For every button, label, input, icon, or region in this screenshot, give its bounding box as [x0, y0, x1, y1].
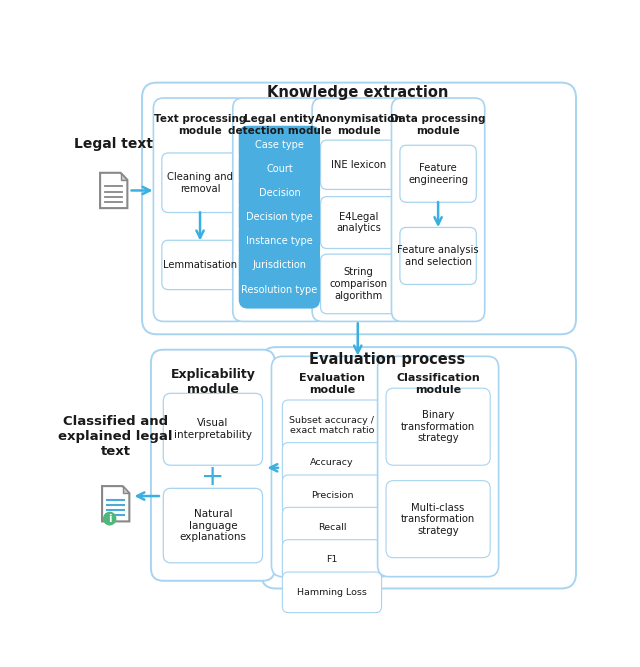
Text: Data processing
module: Data processing module	[390, 114, 486, 135]
FancyBboxPatch shape	[321, 140, 397, 189]
FancyBboxPatch shape	[282, 508, 381, 548]
FancyBboxPatch shape	[321, 197, 397, 249]
FancyBboxPatch shape	[239, 126, 320, 164]
Circle shape	[104, 512, 116, 525]
FancyBboxPatch shape	[163, 394, 262, 466]
FancyBboxPatch shape	[142, 83, 576, 334]
Text: Case type: Case type	[255, 140, 304, 150]
FancyBboxPatch shape	[321, 254, 397, 313]
Text: Visual
interpretability: Visual interpretability	[174, 418, 252, 440]
FancyBboxPatch shape	[239, 271, 320, 309]
Text: Feature analysis
and selection: Feature analysis and selection	[397, 245, 479, 267]
FancyBboxPatch shape	[239, 246, 320, 284]
FancyBboxPatch shape	[282, 572, 381, 612]
Text: Instance type: Instance type	[246, 236, 313, 246]
FancyBboxPatch shape	[282, 475, 381, 516]
Text: Multi-class
transformation
strategy: Multi-class transformation strategy	[401, 502, 476, 536]
FancyBboxPatch shape	[400, 227, 476, 284]
Polygon shape	[122, 486, 129, 493]
Text: Anonymisation
module: Anonymisation module	[315, 114, 403, 135]
Polygon shape	[102, 486, 129, 522]
FancyBboxPatch shape	[282, 400, 381, 451]
Text: Knowledge extraction: Knowledge extraction	[267, 85, 449, 100]
Text: Resolution type: Resolution type	[241, 285, 317, 295]
Text: Explicability
module: Explicability module	[170, 368, 255, 396]
FancyBboxPatch shape	[239, 222, 320, 260]
Text: Legal entity
detection module: Legal entity detection module	[228, 114, 332, 135]
Polygon shape	[100, 173, 127, 208]
Text: Natural
language
explanations: Natural language explanations	[179, 509, 246, 542]
FancyBboxPatch shape	[239, 150, 320, 188]
Text: Text processing
module: Text processing module	[154, 114, 246, 135]
Text: Court: Court	[266, 164, 292, 174]
Text: Decision type: Decision type	[246, 212, 313, 222]
FancyBboxPatch shape	[163, 488, 262, 563]
FancyBboxPatch shape	[233, 98, 326, 321]
Text: String
comparison
algorithm: String comparison algorithm	[330, 267, 388, 301]
Polygon shape	[120, 173, 127, 180]
FancyBboxPatch shape	[154, 98, 246, 321]
Text: Recall: Recall	[317, 523, 346, 532]
Text: Binary
transformation
strategy: Binary transformation strategy	[401, 410, 476, 444]
Text: F1: F1	[326, 556, 338, 564]
Text: Evaluation
module: Evaluation module	[299, 374, 365, 395]
FancyBboxPatch shape	[239, 198, 320, 236]
Text: Classified and
explained legal
text: Classified and explained legal text	[58, 416, 173, 458]
FancyBboxPatch shape	[386, 388, 490, 466]
FancyBboxPatch shape	[392, 98, 484, 321]
FancyBboxPatch shape	[378, 356, 499, 577]
FancyBboxPatch shape	[271, 356, 392, 577]
Text: E4Legal
analytics: E4Legal analytics	[336, 211, 381, 233]
Text: Legal text: Legal text	[74, 137, 153, 151]
FancyBboxPatch shape	[282, 443, 381, 483]
Text: Accuracy: Accuracy	[310, 458, 354, 468]
Text: Precision: Precision	[310, 491, 353, 500]
Text: Classification
module: Classification module	[396, 374, 480, 395]
FancyBboxPatch shape	[151, 350, 275, 581]
FancyBboxPatch shape	[162, 240, 238, 289]
Text: Feature
engineering: Feature engineering	[408, 163, 468, 185]
FancyBboxPatch shape	[386, 481, 490, 558]
FancyBboxPatch shape	[312, 98, 405, 321]
Text: +: +	[201, 463, 225, 491]
Text: Jurisdiction: Jurisdiction	[252, 260, 307, 270]
FancyBboxPatch shape	[400, 145, 476, 202]
Text: i: i	[108, 514, 111, 524]
FancyBboxPatch shape	[282, 540, 381, 580]
Text: Lemmatisation: Lemmatisation	[163, 260, 237, 270]
FancyBboxPatch shape	[162, 153, 238, 213]
Text: Hamming Loss: Hamming Loss	[297, 588, 367, 597]
FancyBboxPatch shape	[239, 174, 320, 212]
Text: Decision: Decision	[259, 188, 300, 198]
Text: Evaluation process: Evaluation process	[309, 352, 465, 368]
Text: Subset accuracy /
exact match ratio: Subset accuracy / exact match ratio	[289, 416, 374, 435]
Text: Cleaning and
removal: Cleaning and removal	[167, 172, 233, 193]
FancyBboxPatch shape	[261, 347, 576, 588]
Text: INE lexicon: INE lexicon	[331, 160, 387, 170]
